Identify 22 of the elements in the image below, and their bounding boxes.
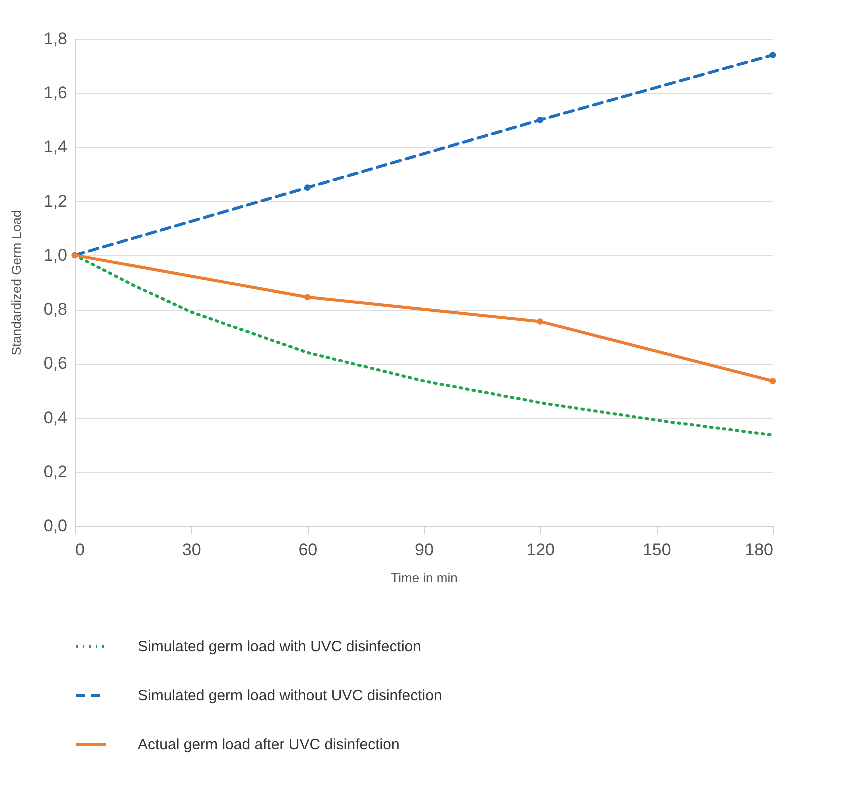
y-tick-label: 0,8 [44, 300, 68, 320]
y-tick-label: 1,2 [44, 192, 68, 211]
x-tick-label: 90 [415, 540, 434, 560]
y-axis-title: Standardized Germ Load [8, 210, 24, 356]
y-tick-label: 0,2 [44, 462, 68, 482]
y-tick-label: 0,0 [44, 516, 68, 536]
x-axis-title: Time in min [391, 570, 458, 586]
y-tick-label: 1,0 [44, 246, 68, 265]
y-tick-label: 0,4 [44, 408, 68, 428]
y-tick-label: 1,6 [44, 84, 68, 103]
x-tick-label: 150 [642, 540, 672, 560]
x-tick-label: 0 [76, 540, 85, 560]
x-tick-label: 60 [298, 540, 318, 560]
y-tick-label: 0,6 [44, 354, 68, 374]
legend-label: Actual germ load after UVC disinfection [138, 736, 400, 754]
x-tick-label: 180 [745, 540, 774, 560]
x-tick-label: 30 [182, 540, 202, 560]
y-tick-label: 1,4 [44, 138, 68, 157]
y-tick-label: 1,8 [44, 30, 68, 48]
x-tick-label: 120 [526, 540, 556, 560]
legend-label: Simulated germ load without UVC disinfection [138, 688, 442, 704]
legend-label: Simulated germ load with UVC disinfection [138, 638, 422, 656]
